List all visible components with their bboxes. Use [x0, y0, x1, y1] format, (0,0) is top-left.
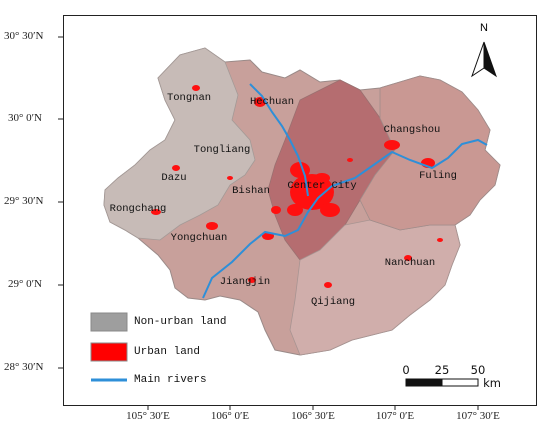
legend-swatch-non-urban: [90, 312, 128, 332]
north-label: N: [480, 22, 488, 34]
scale-label-50: 50: [470, 363, 486, 377]
place-label-hechuan: Hechuan: [249, 96, 295, 108]
place-label-changshou: Changshou: [383, 124, 441, 136]
eastern-districts: [359, 75, 501, 231]
scale-label-0: 0: [402, 363, 410, 377]
lat-label-30-30: 30° 30′N: [4, 30, 44, 42]
place-label-fuling: Fuling: [419, 170, 457, 182]
lon-label-106-00: 106° 0′E: [210, 410, 250, 422]
legend-label-rivers: Main rivers: [134, 374, 207, 386]
scale-label-25: 25: [434, 363, 450, 377]
tributary-river: [249, 83, 309, 197]
urban-land-patches: [151, 85, 443, 288]
place-label-tongnan: Tongnan: [166, 92, 212, 104]
legend-swatch-urban: [90, 342, 128, 362]
place-label-yongchuan: Yongchuan: [170, 232, 228, 244]
western-districts: [103, 47, 256, 241]
place-label-jiangjin: Jiangjin: [219, 276, 271, 288]
lon-label-107-00: 107° 0′E: [375, 410, 415, 422]
scale-bar: [405, 378, 479, 387]
place-label-nanchuan: Nanchuan: [384, 257, 436, 269]
lat-label-29-30: 29° 30′N: [4, 195, 44, 207]
place-label-tongliang: Tongliang: [193, 144, 251, 156]
place-label-dazu: Dazu: [161, 172, 187, 184]
place-label-qijiang: Qijiang: [310, 296, 356, 308]
lon-label-107-30: 107° 30′E: [456, 410, 500, 422]
lon-label-106-30: 106° 30′E: [291, 410, 335, 422]
lat-label-28-30: 28° 30′N: [4, 361, 44, 373]
place-label-center-city: Center City: [287, 180, 357, 192]
scale-unit: km: [483, 376, 501, 390]
legend-label-urban: Urban land: [134, 346, 201, 358]
main-river: [202, 138, 488, 299]
axis-ticks: [58, 36, 479, 410]
lat-label-29-00: 29° 0′N: [8, 278, 42, 290]
north-arrow-icon: [471, 41, 497, 78]
place-label-bishan: Bishan: [232, 185, 270, 197]
lon-label-105-30: 105° 30′E: [126, 410, 170, 422]
legend-label-non-urban: Non-urban land: [134, 316, 227, 328]
lat-label-30-00: 30° 0′N: [8, 112, 42, 124]
place-label-rongchang: Rongchang: [109, 203, 167, 215]
